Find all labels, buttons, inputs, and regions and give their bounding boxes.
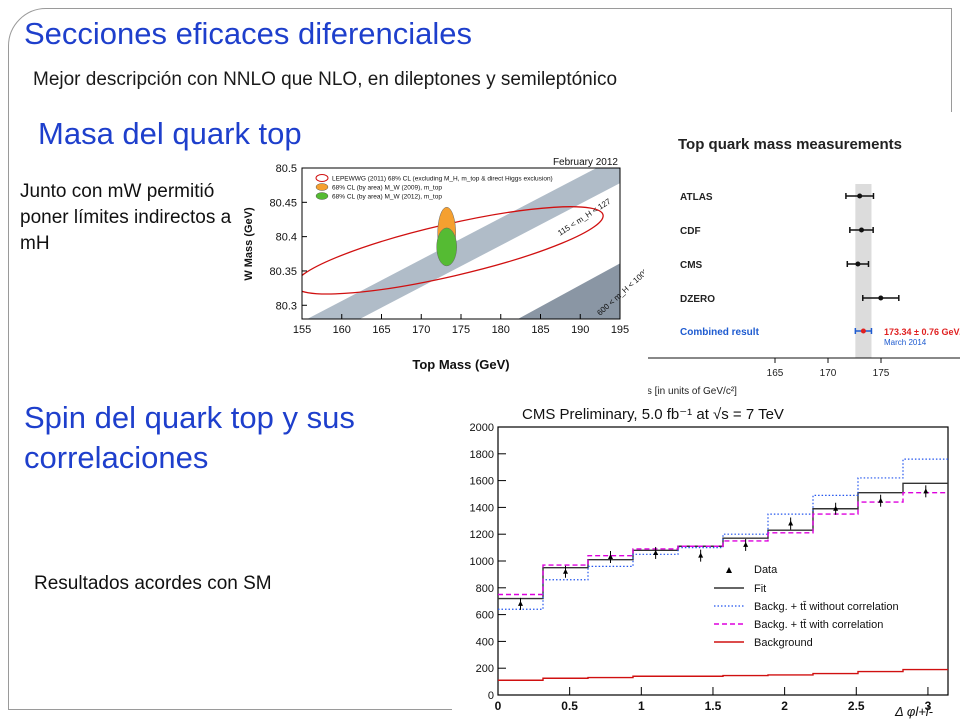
mw-mtop-plot: 155 160 165 170 175 180 185 190 195 80.3 80.35 80.4…	[243, 157, 651, 372]
mw-xtick-label: 190	[571, 324, 589, 336]
mw-xtick-label: 185	[531, 324, 549, 336]
slide-subtitle: Mejor descripción con NNLO que NLO, en d…	[33, 69, 618, 90]
background-histogram	[498, 668, 948, 681]
spin-ytick-label: 1000	[470, 556, 494, 568]
spin-ytick-label: 1200	[470, 529, 494, 541]
mw-xtick-label: 180	[492, 324, 510, 336]
slide-title: Secciones eficaces diferenciales	[24, 16, 473, 51]
mw-ytick-label: 80.4	[276, 232, 297, 244]
mw-xlabel: Top Mass (GeV)	[412, 357, 509, 372]
top-mass-tick-label: 170	[820, 368, 837, 379]
top-mass-figure: Top quark mass measurements ATLAS CDF CMS D…	[628, 112, 960, 402]
combined-value: 173.34 ± 0.76 GeV/c²	[884, 327, 960, 337]
mw-xtick-label: 155	[293, 324, 311, 336]
spin-xtick-label: 2.5	[848, 699, 865, 713]
data-point	[743, 541, 749, 547]
no-correlation-histogram	[498, 458, 948, 610]
mw-legend-1: 68% CL (by area) M_W (2009), m_top	[332, 185, 442, 192]
spin-xtick-label: 1	[638, 699, 645, 713]
spin-xtick-label: 1.5	[705, 699, 722, 713]
light-higgs-band-fill	[307, 168, 620, 319]
experiment-label: DZERO	[680, 294, 715, 305]
spin-ytick-label: 400	[476, 636, 494, 648]
spin-heading: Spin del quark top y sus correlaciones	[24, 400, 355, 475]
mw-ylabel: W Mass (GeV)	[243, 207, 255, 281]
spin-ytick-label: 0	[488, 690, 494, 702]
spin-xtick-label: 2	[781, 699, 788, 713]
measurement-point	[857, 193, 863, 199]
spin-ytick-label: 1800	[470, 449, 494, 461]
mw-ytick-label: 80.5	[276, 163, 297, 175]
mw-xtick-label: 160	[333, 324, 351, 336]
mw-ytick-label: 80.45	[269, 197, 297, 209]
spin-plot-xlabel: Δ φl+l-	[894, 704, 934, 719]
mw-2012-ellipse	[436, 227, 457, 267]
legend-entry: Backg. + tt̄ without correlation	[754, 601, 899, 613]
results-text: Resultados acordes con SM	[34, 573, 272, 594]
spin-plot-frame	[497, 426, 949, 696]
spin-correlation-figure: CMS Preliminary, 5.0 fb⁻¹ at √s = 7 TeV …	[452, 400, 952, 720]
legend-entry: Background	[754, 637, 813, 649]
experiment-label: CDF	[680, 226, 701, 237]
spin-correlation-plot: CMS Preliminary, 5.0 fb⁻¹ at √s = 7 TeV …	[470, 406, 949, 719]
top-mass-plot: Top quark mass measurements ATLAS CDF CMS D…	[628, 136, 960, 397]
legend-entry: Backg. + tt̄ with correlation	[754, 619, 883, 631]
spin-ytick-label: 1400	[470, 502, 494, 514]
spin-ytick-label: 800	[476, 583, 494, 595]
mw-xtick-label: 175	[452, 324, 470, 336]
top-mass-tick-label: 175	[873, 368, 890, 379]
data-point	[878, 497, 884, 503]
top-mass-xlabel: Mass [in units of GeV/c²]	[648, 386, 737, 397]
combined-uncertainty-band	[855, 184, 872, 358]
legend-entry: Fit	[754, 583, 766, 595]
spin-ytick-label: 2000	[470, 422, 494, 434]
spin-xtick-label: 3	[925, 699, 932, 713]
mw-legend-0: LEPEWWG (2011) 68% CL (excluding M_H, m_…	[332, 176, 553, 183]
mw-ytick-label: 80.3	[276, 300, 297, 312]
spin-xtick-label: 0.5	[561, 699, 578, 713]
data-point	[563, 568, 568, 574]
combined-label: Combined result	[680, 327, 760, 338]
data-point	[923, 488, 929, 494]
experiment-label: CMS	[680, 260, 703, 271]
spin-plot-title: CMS Preliminary, 5.0 fb⁻¹ at √s = 7 TeV	[522, 406, 784, 423]
mw-ytick-label: 80.35	[269, 266, 297, 278]
mw-xtick-label: 165	[372, 324, 390, 336]
spin-ytick-label: 1600	[470, 476, 494, 488]
spin-ytick-label: 600	[476, 610, 494, 622]
with-correlation-histogram	[498, 491, 948, 596]
measurement-point	[858, 227, 864, 233]
data-point	[608, 553, 613, 559]
legend-entry: Data	[754, 564, 778, 576]
mw-xtick-label: 195	[611, 324, 629, 336]
data-point	[788, 520, 794, 526]
measurement-point	[855, 261, 861, 267]
combined-date: March 2014	[884, 338, 927, 347]
mass-text: Junto con mW permitió poner límites indi…	[20, 181, 232, 254]
data-point	[698, 552, 704, 558]
data-point	[833, 505, 839, 511]
top-mass-tick-label: 165	[767, 368, 784, 379]
data-point	[518, 600, 523, 606]
mw-mtop-figure: 155 160 165 170 175 180 185 190 195 80.3 80.35 80.4…	[238, 153, 651, 378]
top-mass-title: Top quark mass measurements	[678, 136, 902, 153]
spin-xtick-label: 0	[495, 699, 502, 713]
mw-xtick-label: 170	[412, 324, 430, 336]
spin-ytick-label: 200	[476, 663, 494, 675]
measurement-point	[860, 328, 866, 334]
data-point	[653, 549, 659, 555]
mass-heading: Masa del quark top	[38, 116, 302, 151]
mw-date: February 2012	[553, 157, 618, 168]
experiment-label: ATLAS	[680, 192, 713, 203]
legend-data-marker	[726, 567, 732, 573]
mw-legend-2: 68% CL (by area) M_W (2012), m_top	[332, 194, 442, 201]
measurement-point	[878, 295, 884, 301]
